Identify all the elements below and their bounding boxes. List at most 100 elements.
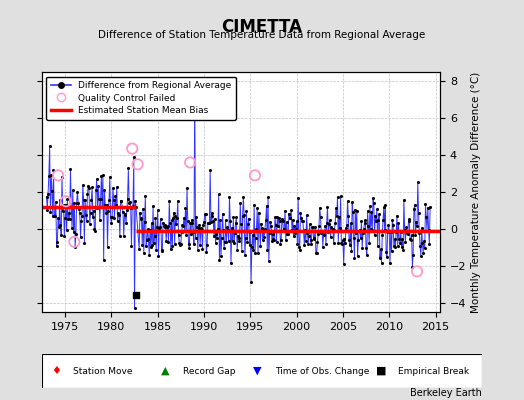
Point xyxy=(370,232,379,238)
Point xyxy=(56,197,64,204)
Point xyxy=(251,172,259,178)
Point xyxy=(340,236,348,242)
Point xyxy=(307,236,315,243)
Point xyxy=(85,185,93,191)
Point xyxy=(181,205,190,211)
Point xyxy=(347,248,356,255)
Point xyxy=(384,228,392,235)
Point xyxy=(385,228,394,234)
Text: ■: ■ xyxy=(376,366,387,376)
Point xyxy=(222,217,230,223)
Point xyxy=(294,243,303,250)
Point xyxy=(359,230,367,236)
Point xyxy=(165,198,173,205)
Point xyxy=(154,207,162,214)
Point xyxy=(286,215,294,221)
Point xyxy=(256,243,265,249)
Point xyxy=(205,220,214,226)
Point xyxy=(253,205,261,211)
Point xyxy=(163,223,172,229)
Point xyxy=(98,204,106,211)
Point xyxy=(292,226,300,232)
Point xyxy=(351,206,359,213)
Point xyxy=(92,187,100,194)
Point xyxy=(196,225,205,232)
Point xyxy=(70,199,79,206)
Point xyxy=(388,217,397,224)
Point xyxy=(397,229,405,236)
Point xyxy=(290,222,299,229)
Point xyxy=(203,242,211,249)
Point xyxy=(235,235,243,242)
Point xyxy=(276,218,284,224)
Point xyxy=(193,224,201,231)
Point xyxy=(116,233,124,240)
Point xyxy=(169,215,177,222)
Text: Record Gap: Record Gap xyxy=(183,366,235,376)
Point xyxy=(297,215,305,222)
Point xyxy=(289,217,297,223)
Point xyxy=(101,202,110,208)
Point xyxy=(178,222,187,229)
Point xyxy=(322,220,331,226)
Point xyxy=(270,237,278,243)
Point xyxy=(194,225,203,231)
Point xyxy=(405,218,413,224)
Point xyxy=(102,210,110,216)
Point xyxy=(421,201,430,208)
FancyBboxPatch shape xyxy=(42,354,482,388)
Point xyxy=(345,237,353,243)
Text: ▲: ▲ xyxy=(161,366,169,376)
Point xyxy=(386,260,394,266)
Point xyxy=(296,247,304,253)
Text: ♦: ♦ xyxy=(51,366,61,376)
Point xyxy=(158,248,167,255)
Point xyxy=(91,228,100,234)
Point xyxy=(68,225,76,232)
Point xyxy=(279,228,288,234)
Point xyxy=(107,220,116,226)
Point xyxy=(267,223,275,230)
Point xyxy=(156,224,164,230)
Point xyxy=(248,244,256,250)
Point xyxy=(247,278,255,285)
Point xyxy=(168,243,177,249)
Point xyxy=(70,239,79,245)
Point xyxy=(74,200,82,206)
Point xyxy=(132,204,140,211)
Point xyxy=(275,215,283,221)
Point xyxy=(54,215,62,221)
Point xyxy=(211,216,219,222)
Point xyxy=(420,238,428,244)
Point xyxy=(152,224,161,230)
Point xyxy=(82,211,90,218)
Point xyxy=(128,146,136,152)
Point xyxy=(174,232,183,238)
Point xyxy=(329,226,337,232)
Point xyxy=(154,253,162,259)
Point xyxy=(260,234,268,240)
Point xyxy=(299,228,308,234)
Point xyxy=(189,229,198,235)
Point xyxy=(116,198,125,204)
Point xyxy=(298,218,306,224)
Point xyxy=(132,292,140,298)
Point xyxy=(186,159,194,166)
Point xyxy=(80,196,88,203)
Point xyxy=(180,227,189,234)
Point xyxy=(208,210,216,216)
Point xyxy=(106,174,114,180)
Point xyxy=(221,239,229,245)
Point xyxy=(244,221,252,227)
Point xyxy=(125,200,133,206)
Point xyxy=(384,222,392,228)
Point xyxy=(293,240,302,247)
Point xyxy=(141,193,149,200)
Point xyxy=(81,197,89,203)
Point xyxy=(407,237,415,243)
Point xyxy=(308,224,316,230)
Point xyxy=(204,220,213,226)
Point xyxy=(310,235,319,241)
Point xyxy=(394,243,402,250)
Point xyxy=(54,224,63,230)
